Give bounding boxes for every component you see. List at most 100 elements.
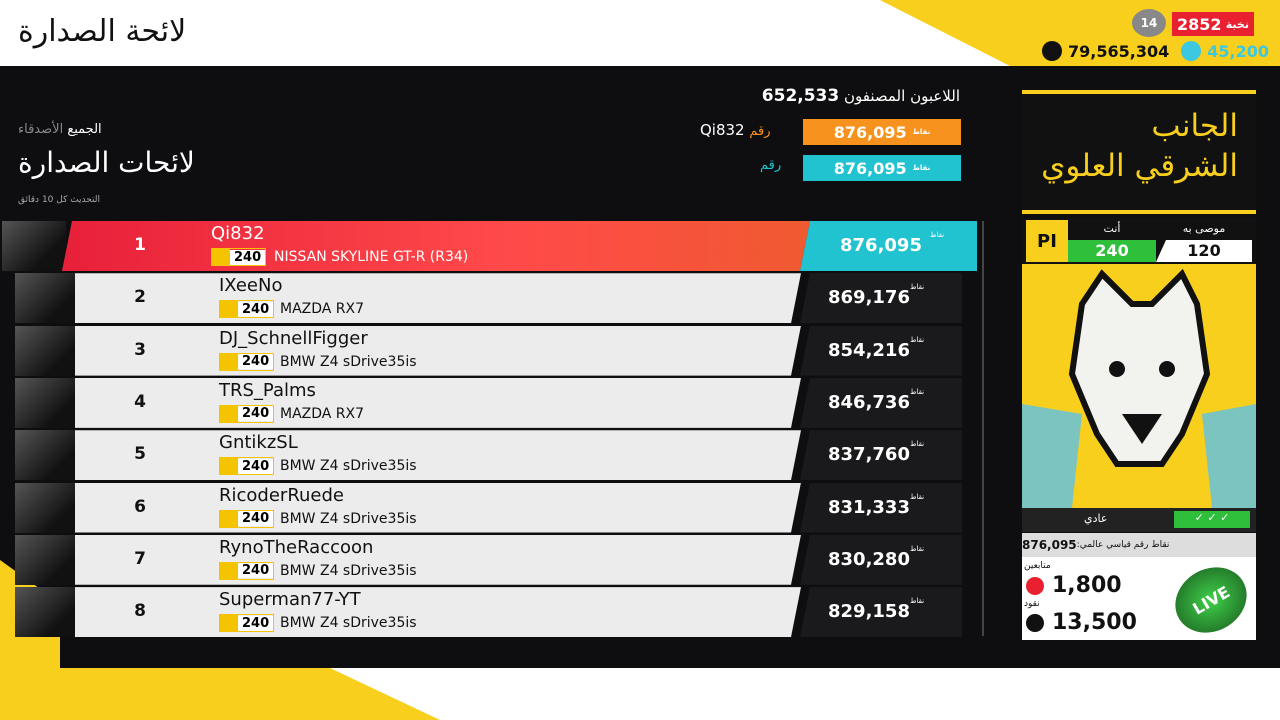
player-name: TRS_Palms [219, 379, 316, 401]
my-score: 876,095 نقاط [803, 119, 961, 145]
score-cell: 830,280 نقاط [800, 534, 962, 585]
row-bar [62, 221, 810, 271]
avatar [15, 534, 81, 585]
score: 837,760 [828, 444, 910, 466]
score: 876,095 [840, 235, 922, 256]
stats: PI أنت موصى به 240 120 [1022, 218, 1256, 264]
pi-value: 240 [238, 458, 274, 474]
pi-badge: 240 [211, 248, 267, 266]
score: 831,333 [828, 496, 910, 518]
rank: 5 [134, 444, 146, 465]
rank-label: رقم [760, 158, 782, 173]
player-name: Qi832 [700, 121, 745, 139]
player-name: Qi832 [211, 223, 265, 244]
followers-label: متابعين [1024, 561, 1051, 571]
avatar [15, 430, 81, 481]
pi-value: 240 [238, 511, 274, 526]
rank: 2 [134, 287, 146, 308]
ranked-players: اللاعبون المصنفون 652,533 [700, 86, 960, 106]
avatar [15, 482, 81, 533]
score: 854,216 [828, 339, 910, 361]
class-icon [220, 301, 238, 318]
world-record-value: 876,095 [1022, 538, 1077, 552]
class-icon [220, 562, 238, 579]
avatar [2, 221, 66, 271]
car: NISSAN SKYLINE GT-R (R34) [274, 249, 469, 265]
class-icon [212, 249, 230, 265]
leaderboard-row[interactable]: 7 RynoTheRaccoon 240 BMW Z4 sDrive35is 830,2… [0, 534, 980, 585]
car: MAZDA RX7 [280, 301, 365, 318]
pi-badge: 240 [219, 509, 275, 528]
score-cell: 837,760 نقاط [800, 430, 962, 481]
rank: 4 [134, 391, 146, 412]
credit-icon [1042, 41, 1062, 61]
rank: 6 [134, 496, 146, 517]
score: 846,736 [828, 391, 910, 413]
tabs: الجميع الأصدقاء [18, 122, 118, 137]
car: BMW Z4 sDrive35is [280, 562, 417, 579]
event-title: الجانب الشرقي العلوي [1022, 90, 1256, 214]
pi-value: 240 [238, 406, 274, 422]
leaderboard-row[interactable]: 5 GntikzSL 240 BMW Z4 sDrive35is 837,760 نقاط [0, 430, 980, 481]
pi-badge: 240 [219, 457, 275, 476]
world-record-label: نقاط رقم قياسي عالمي: [1076, 540, 1170, 550]
points-label: نقاط [910, 335, 925, 344]
avatar [15, 587, 81, 638]
points-label: نقاط [910, 440, 925, 449]
row-bar [75, 273, 801, 323]
cash: 13,500 [1052, 610, 1137, 635]
score-cell: 869,176 نقاط [800, 273, 962, 324]
points-label: نقاط [912, 164, 931, 172]
cash-label: نقود [1024, 599, 1040, 609]
row-bar [75, 535, 801, 585]
row-bar [75, 483, 801, 533]
you-label: أنت [1103, 222, 1121, 235]
credits: 79,565,304 [1068, 41, 1170, 61]
live-badge: LIVE [1163, 554, 1259, 646]
recommended-value: 120 [1156, 240, 1252, 262]
player-name: RynoTheRaccoon [219, 536, 374, 558]
class-icon [220, 615, 238, 632]
car: MAZDA RX7 [280, 405, 365, 422]
followers: 1,800 [1052, 573, 1122, 598]
class-icon [220, 353, 238, 370]
player-name: Superman77-YT [219, 589, 361, 611]
class-icon [220, 510, 238, 527]
title-line: الجانب [1151, 108, 1238, 144]
scrollbar [982, 221, 984, 636]
leaderboard-row[interactable]: 6 RicoderRuede 240 BMW Z4 sDrive35is 831,333… [0, 482, 980, 533]
points-label: نقاط [930, 231, 945, 239]
rank-label: رقم [749, 124, 771, 139]
row-bar [75, 326, 801, 376]
forzathon-points: 45,200 [1207, 41, 1269, 61]
leaderboard-row[interactable]: 1 Qi832 240 NISSAN SKYLINE GT-R (R34) 876,09… [0, 221, 980, 271]
update-note: التحديث كل 10 دقائق [18, 195, 101, 205]
pi-value: 240 [238, 354, 274, 370]
pi-value: 240 [238, 563, 274, 579]
pi-badge: 240 [219, 300, 275, 319]
leaderboard-row[interactable]: 8 Superman77-YT 240 BMW Z4 sDrive35is 829,15… [0, 587, 980, 638]
leaderboard-row[interactable]: 4 TRS_Palms 240 MAZDA RX7 846,736 نقاط [0, 377, 980, 428]
target-score: 876,095 نقاط [803, 155, 961, 181]
rank-label: نخبة [1225, 17, 1249, 31]
points-label: نقاط [910, 544, 925, 553]
leaderboard-row[interactable]: 2 IXeeNo 240 MAZDA RX7 869,176 نقاط [0, 273, 980, 324]
points-label: نقاط [910, 492, 925, 501]
score: 830,280 [828, 548, 910, 570]
page-title: لائحة الصدارة [18, 14, 187, 49]
leaderboard-row[interactable]: 3 DJ_SchnellFigger 240 BMW Z4 sDrive35is 854… [0, 325, 980, 376]
tab[interactable]: الجميع [67, 122, 102, 137]
class-icon [220, 458, 238, 475]
score-cell: 846,736 نقاط [800, 377, 962, 428]
class-icon [220, 405, 238, 422]
row-bar [75, 378, 801, 428]
player-name: GntikzSL [219, 432, 298, 454]
points-label: نقاط [910, 387, 925, 396]
you-value: 240 [1068, 240, 1156, 262]
heading: لائحات الصدارة [18, 146, 195, 179]
class-icon: PI [1026, 220, 1068, 262]
recommended-label: موصى به [1182, 222, 1226, 235]
tab[interactable]: الأصدقاء [18, 122, 64, 137]
player-name: RicoderRuede [219, 484, 344, 506]
